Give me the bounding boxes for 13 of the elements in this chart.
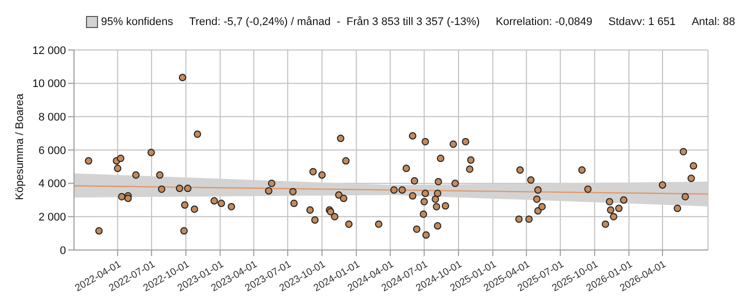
text: Stdavv: 1 651 xyxy=(608,16,676,28)
y-axis-title: Köpesumma / Boarea xyxy=(14,92,26,200)
text: Korrelation: -0,0849 xyxy=(496,16,592,28)
text: 95% konfidens xyxy=(101,16,174,28)
y-tick-label: 2 000 xyxy=(38,212,66,224)
y-tick-label: 4 000 xyxy=(38,178,66,190)
y-tick-label: 12 000 xyxy=(32,44,66,57)
y-tick-label: 8 000 xyxy=(38,112,66,124)
text: Trend: -5,7 (-0,24%) / månad - Från 3 853 till 3 357 (-13%) xyxy=(189,16,480,28)
text: Antal: 88 xyxy=(692,16,736,28)
y-tick-label: 10 000 xyxy=(32,78,66,90)
y-tick-label: 0 xyxy=(60,244,66,257)
y-tick-label: 6 000 xyxy=(38,144,66,157)
